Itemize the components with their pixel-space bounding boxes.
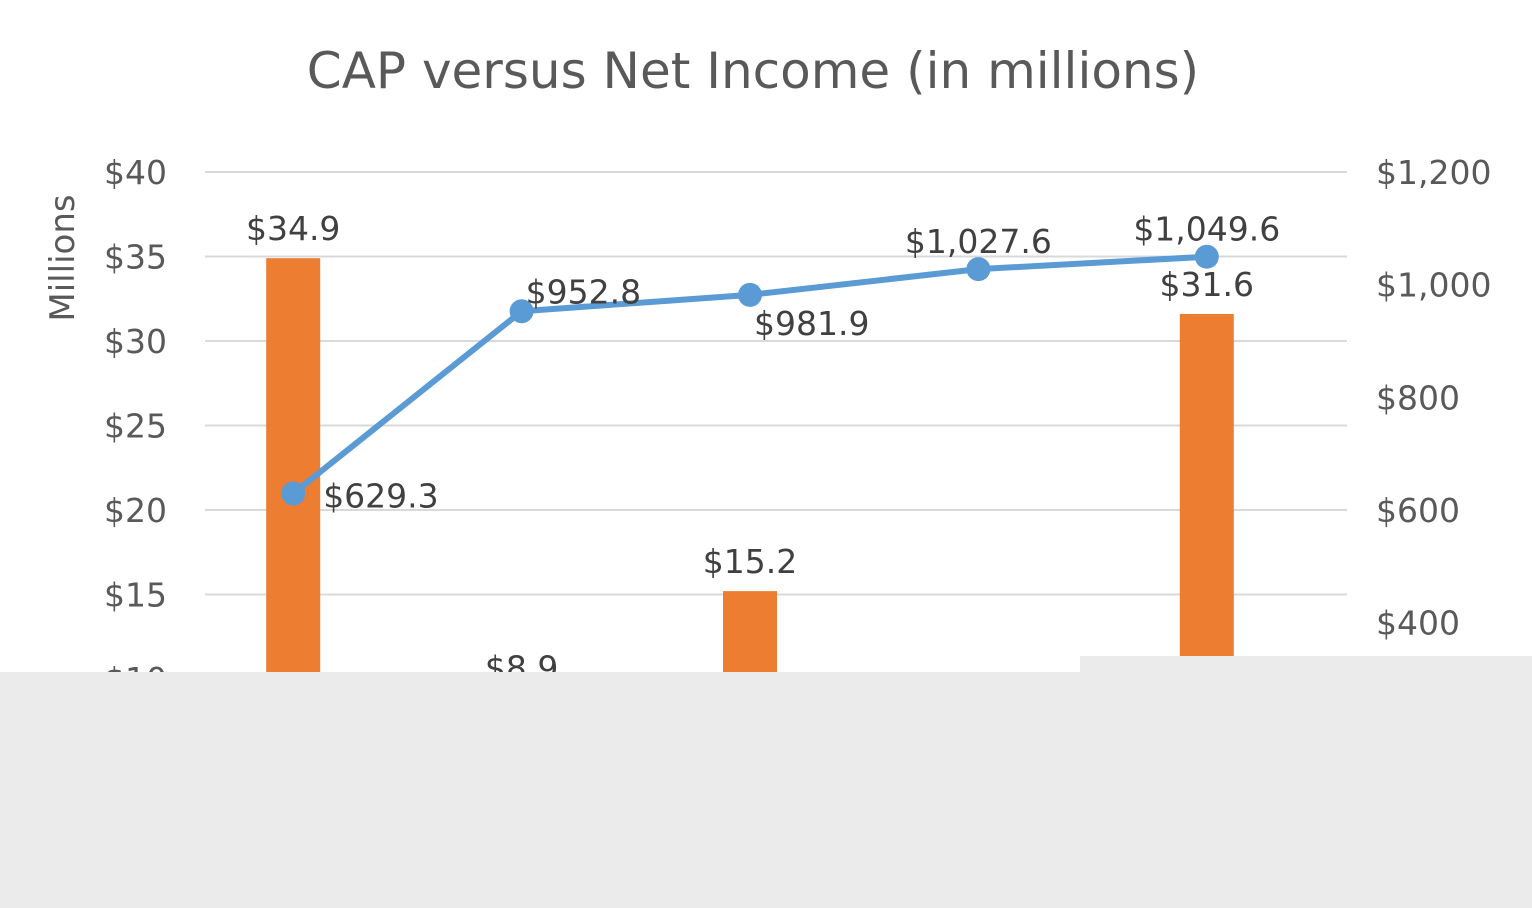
bar-data-label: $5.9 [767, 699, 840, 738]
y-tick-label: $35 [104, 238, 167, 277]
bar-data-label: $6.6 [942, 687, 1015, 726]
plot-group: $5 $10 $15 $20 $25 $30 $35 $40 $200 $400 $600 $800 $… [104, 153, 1491, 848]
line-point [738, 282, 762, 307]
y-tick-label: $5 [125, 745, 167, 784]
y-tick-label: $20 [104, 491, 167, 530]
bar [1005, 816, 1059, 848]
line-data-label: $952.8 [526, 272, 641, 311]
line-data-label: $1,027.6 [905, 222, 1052, 261]
bar [266, 258, 321, 672]
line-data-label: $1,049.6 [1133, 210, 1280, 249]
y2-tick-label: $800 [1376, 378, 1460, 417]
line-point [1194, 244, 1219, 269]
y-tick-label: $40 [104, 153, 167, 192]
line-data-label: $629.3 [323, 476, 438, 515]
bar-data-label: $15.2 [703, 542, 797, 581]
chart-background [0, 0, 1532, 672]
y-tick-label: $30 [104, 322, 167, 361]
bar [777, 748, 831, 848]
bar-data-label: $5.8 [310, 701, 383, 740]
line-point [281, 481, 306, 506]
y-tick-label: $10 [104, 660, 167, 699]
line-data-label: $981.9 [754, 304, 869, 343]
line-point [509, 299, 534, 324]
y2-tick-label: $1,200 [1376, 153, 1491, 192]
bar-data-label: $8.9 [485, 649, 558, 688]
bar [1179, 313, 1234, 672]
y-tick-label: $15 [104, 576, 167, 615]
bar [495, 698, 549, 848]
bar-data-label: $6.9 [1224, 682, 1297, 721]
y2-tick-label: $1,000 [1376, 266, 1491, 305]
bar [951, 736, 1005, 848]
line-point [966, 257, 991, 282]
bar-data-label: $2.9 [539, 750, 612, 789]
y2-tick-label: $200 [1376, 716, 1460, 755]
y-axis-title: Millions [43, 194, 83, 321]
bar [549, 799, 603, 848]
y2-tick-label: $600 [1376, 491, 1460, 530]
bar [723, 591, 777, 672]
bar-data-label: $31.6 [1160, 265, 1254, 304]
y-tick-label: $25 [104, 407, 167, 446]
bar-data-label: $1.9 [996, 767, 1069, 806]
bar [1234, 731, 1288, 848]
bar [320, 750, 374, 848]
chart-title: CAP versus Net Income (in millions) [307, 42, 1199, 100]
y2-tick-label: $400 [1376, 604, 1460, 643]
bar-data-label: $34.9 [246, 209, 340, 248]
